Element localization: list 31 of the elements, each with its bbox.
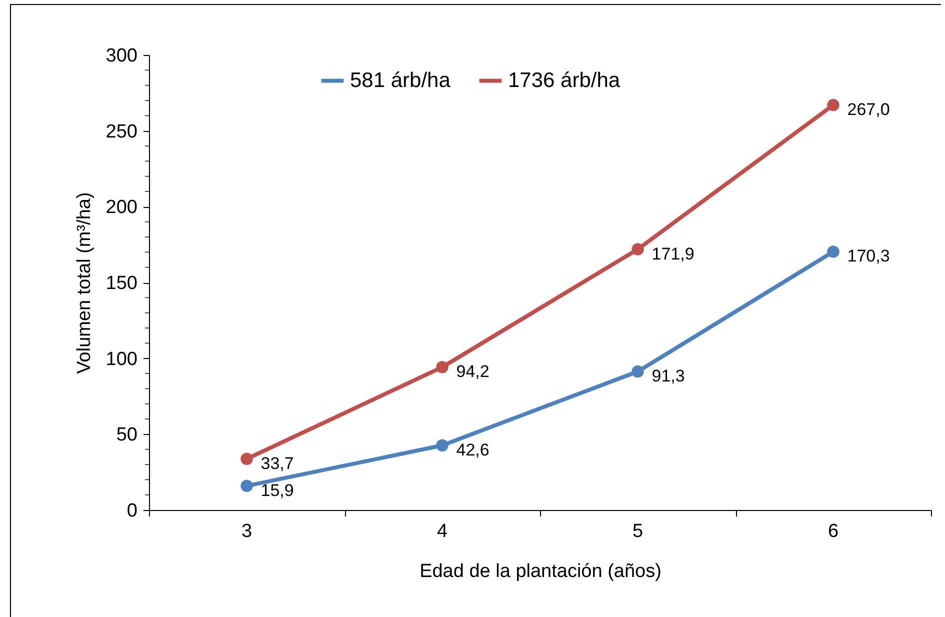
y-tick-label: 0 — [126, 500, 138, 522]
x-tick-label: 3 — [241, 521, 252, 542]
point — [632, 243, 644, 256]
point — [827, 246, 840, 258]
x-tick-label: 4 — [436, 521, 448, 542]
point — [240, 480, 253, 492]
y-tick-label: 50 — [116, 424, 138, 446]
data-label: 170,3 — [847, 246, 890, 266]
point — [827, 98, 840, 112]
data-label: 33,7 — [260, 454, 294, 473]
data-label: 91,3 — [652, 366, 685, 386]
legend-label: 581 árb/ha — [350, 68, 451, 92]
x-tick-label: 5 — [632, 521, 644, 542]
legend-label: 1736 árb/ha — [508, 68, 620, 92]
point — [240, 452, 253, 465]
y-tick-label: 250 — [106, 121, 138, 142]
data-label: 267,0 — [847, 100, 890, 120]
data-label: 15,9 — [260, 480, 294, 500]
y-axis-title: Volumen total (m³/ha) — [74, 192, 95, 374]
point — [632, 365, 644, 378]
y-tick-label: 100 — [106, 348, 138, 370]
data-label: 171,9 — [652, 244, 694, 264]
x-tick-label: 6 — [828, 521, 839, 542]
data-label: 42,6 — [456, 440, 490, 460]
point — [436, 439, 448, 452]
data-label: 94,2 — [456, 362, 490, 382]
y-tick-label: 200 — [106, 197, 138, 218]
point — [436, 361, 448, 374]
y-tick-label: 300 — [106, 46, 138, 66]
x-axis-title: Edad de la plantación (años) — [420, 561, 662, 582]
y-tick-label: 150 — [106, 273, 138, 294]
